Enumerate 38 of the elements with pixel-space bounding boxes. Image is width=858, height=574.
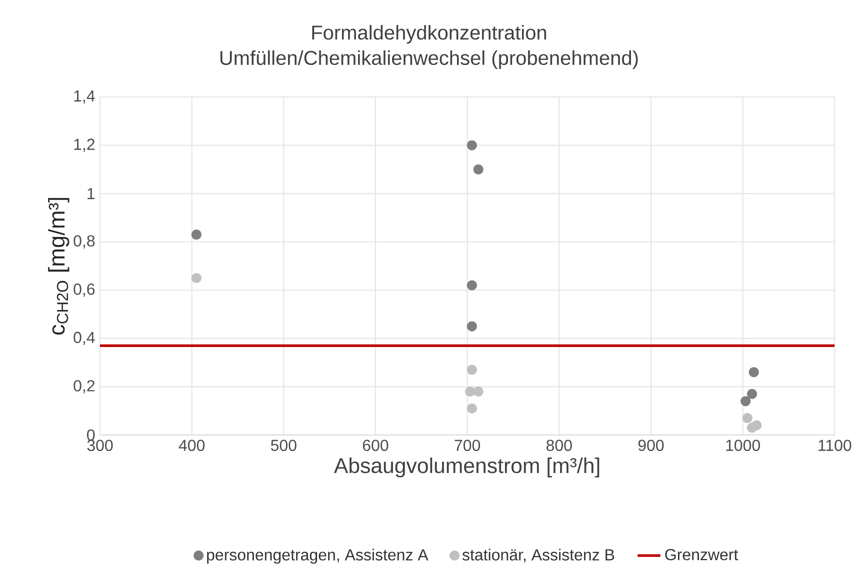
y-tick-label: 0,4 — [74, 332, 95, 346]
x-tick-label: 800 — [546, 440, 572, 452]
legend-label: stationär, Assistenz B — [462, 548, 614, 562]
y-tick-label: 0,8 — [74, 235, 95, 248]
point — [465, 386, 476, 397]
point — [473, 164, 484, 174]
y-tick-label: 1 — [88, 188, 95, 200]
point — [191, 230, 202, 240]
chart-title: Formaldehydkonzentration Umfüllen/Chemikalienwechsel (probenehmend) — [220, 25, 638, 69]
x-axis-title: Absaugvolumenstrom [m³/h] — [334, 458, 600, 478]
point — [748, 367, 759, 378]
y-tick-label: 0,2 — [74, 380, 94, 394]
legend-label: personengetragen, Assistenz A — [207, 548, 428, 564]
point — [466, 321, 477, 332]
legend-label: Grenzwert — [665, 548, 738, 560]
point — [746, 388, 758, 400]
y-tick-label: 0 — [87, 429, 95, 441]
x-tick-label: 900 — [638, 440, 664, 452]
y-tick-label: 1,2 — [74, 138, 94, 152]
point — [191, 272, 202, 284]
x-tick-label: 300 — [87, 440, 113, 452]
point — [466, 403, 477, 414]
x-tick-label: 600 — [362, 440, 388, 452]
point — [742, 413, 752, 424]
x-tick-label: 500 — [270, 440, 296, 452]
y-tick-label: 0,6 — [74, 284, 95, 297]
point — [466, 140, 477, 150]
point — [473, 386, 484, 397]
point — [752, 420, 762, 430]
point — [466, 280, 477, 290]
y-tick-label: 1,4 — [74, 90, 95, 104]
point — [466, 364, 477, 375]
y-axis-title: c$_{CH2O}$ [mg/m³] — [48, 198, 70, 335]
point — [740, 396, 751, 406]
x-tick-label: 400 — [178, 440, 205, 452]
x-tick-label: 700 — [454, 440, 480, 452]
x-tick-label: 1100 — [818, 440, 852, 452]
x-tick-label: 1000 — [726, 440, 760, 452]
